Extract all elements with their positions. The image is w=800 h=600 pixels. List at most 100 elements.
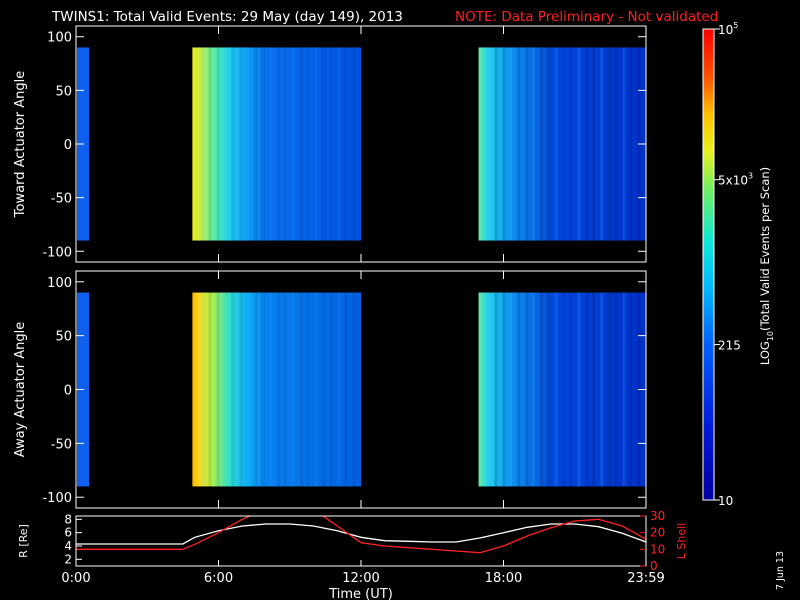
heatmap-texture — [533, 292, 535, 487]
heatmap-texture — [629, 47, 631, 241]
heatmap-texture — [231, 47, 233, 241]
heatmap-texture — [525, 47, 527, 241]
heatmap-texture — [494, 292, 496, 487]
y-axis-label: Away Actuator Angle — [13, 322, 28, 457]
heatmap-texture — [308, 292, 310, 487]
heatmap-texture — [283, 47, 285, 241]
colorbar-tick-base: 215 — [718, 339, 741, 353]
heatmap-texture — [622, 47, 625, 241]
heatmap-texture — [270, 47, 272, 241]
heatmap-texture — [601, 292, 603, 487]
heatmap-texture — [517, 292, 519, 487]
heatmap-texture — [496, 292, 498, 487]
colorbar-tick-exponent: 5 — [733, 21, 738, 30]
colorbar-tick-base: 5x10 — [718, 174, 748, 188]
heatmap-texture — [233, 47, 235, 241]
heatmap-texture — [300, 292, 302, 487]
heatmap-texture — [247, 292, 249, 487]
heatmap-texture — [324, 47, 326, 241]
y-tick-label: 50 — [55, 84, 72, 99]
heatmap-texture — [254, 292, 256, 487]
heatmap-texture — [541, 47, 543, 241]
heatmap-texture — [546, 292, 548, 487]
heatmap-texture — [278, 292, 281, 487]
heatmap-texture — [631, 47, 633, 241]
figure-title: TWINS1: Total Valid Events: 29 May (day … — [51, 9, 403, 25]
heatmap-texture — [246, 292, 248, 487]
y-tick-label: 100 — [47, 31, 72, 46]
heatmap-block — [478, 47, 646, 241]
colorbar-tick-label: 10 — [718, 494, 733, 508]
heatmap-texture — [239, 47, 241, 241]
heatmap-texture — [571, 292, 573, 487]
left-y-tick-label: 2 — [64, 552, 72, 566]
heatmap-texture — [323, 292, 325, 487]
heatmap-texture — [562, 47, 564, 241]
left-y-tick-label: 6 — [64, 526, 72, 540]
heatmap-texture — [292, 292, 294, 487]
heatmap-texture — [496, 47, 498, 241]
date-stamp: 7 Jun 13 — [775, 551, 786, 590]
heatmap-texture — [324, 292, 326, 487]
right-y-tick-label: 30 — [650, 509, 665, 523]
y-tick-label: 50 — [55, 330, 72, 345]
heatmap-texture — [260, 47, 263, 241]
heatmap-texture — [292, 47, 294, 241]
heatmap-texture — [540, 47, 542, 241]
colorbar-tick-label: 105 — [718, 21, 738, 37]
heatmap-texture — [210, 292, 212, 487]
heatmap-texture — [548, 292, 550, 487]
heatmap-texture — [200, 47, 202, 241]
heatmap-texture — [600, 47, 602, 241]
heatmap-texture — [254, 47, 256, 241]
colorbar-label: LOG10(Total Valid Events per Scan) — [758, 167, 775, 365]
heatmap-texture — [510, 292, 513, 487]
heatmap-texture — [624, 292, 626, 487]
colorbar-label-prefix: LOG — [758, 341, 772, 365]
heatmap-texture — [329, 292, 331, 487]
y-axis-label: Toward Actuator Angle — [13, 71, 28, 218]
heatmap-texture — [239, 292, 241, 487]
y-tick-label: 0 — [64, 384, 72, 399]
heatmap-texture — [203, 47, 205, 241]
heatmap-texture — [609, 292, 612, 487]
heatmap-texture — [548, 47, 550, 241]
heatmap-texture — [629, 292, 631, 487]
y-tick-label: -50 — [51, 437, 72, 452]
y-tick-label: -50 — [51, 192, 72, 207]
heatmap-texture — [609, 47, 612, 241]
x-tick-label: 12:00 — [342, 571, 379, 586]
colorbar-tick-base: 10 — [718, 23, 733, 37]
x-axis-label: Time (UT) — [328, 587, 393, 600]
heatmap-texture — [614, 292, 616, 487]
heatmap-texture — [260, 292, 263, 487]
heatmap-texture — [546, 47, 548, 241]
heatmap-texture — [277, 47, 279, 241]
heatmap-texture — [486, 47, 488, 241]
heatmap-texture — [554, 292, 556, 487]
colorbar-label-sub: 10 — [766, 331, 775, 341]
heatmap-texture — [556, 292, 558, 487]
colorbar-tick-base: 10 — [718, 494, 733, 508]
heatmap-texture — [352, 47, 354, 241]
heatmap-texture — [519, 47, 521, 241]
heatmap-texture — [202, 292, 204, 487]
heatmap-texture — [345, 292, 348, 487]
colorbar-tick-exponent: 3 — [748, 172, 753, 181]
heatmap-texture — [256, 292, 258, 487]
heatmap-texture — [314, 47, 316, 241]
heatmap-texture — [489, 292, 491, 487]
heatmap-texture — [218, 47, 220, 241]
colorbar-gradient — [702, 28, 715, 501]
heatmap-texture — [504, 47, 506, 241]
heatmap-texture — [308, 47, 310, 241]
heatmap-texture — [224, 292, 227, 487]
heatmap-texture — [564, 292, 566, 487]
heatmap-texture — [486, 292, 488, 487]
heatmap-texture — [285, 292, 287, 487]
heatmap-texture — [208, 47, 210, 241]
heatmap-texture — [494, 47, 496, 241]
heatmap-texture — [278, 47, 281, 241]
heatmap-texture — [600, 292, 602, 487]
heatmap-texture — [577, 47, 579, 241]
